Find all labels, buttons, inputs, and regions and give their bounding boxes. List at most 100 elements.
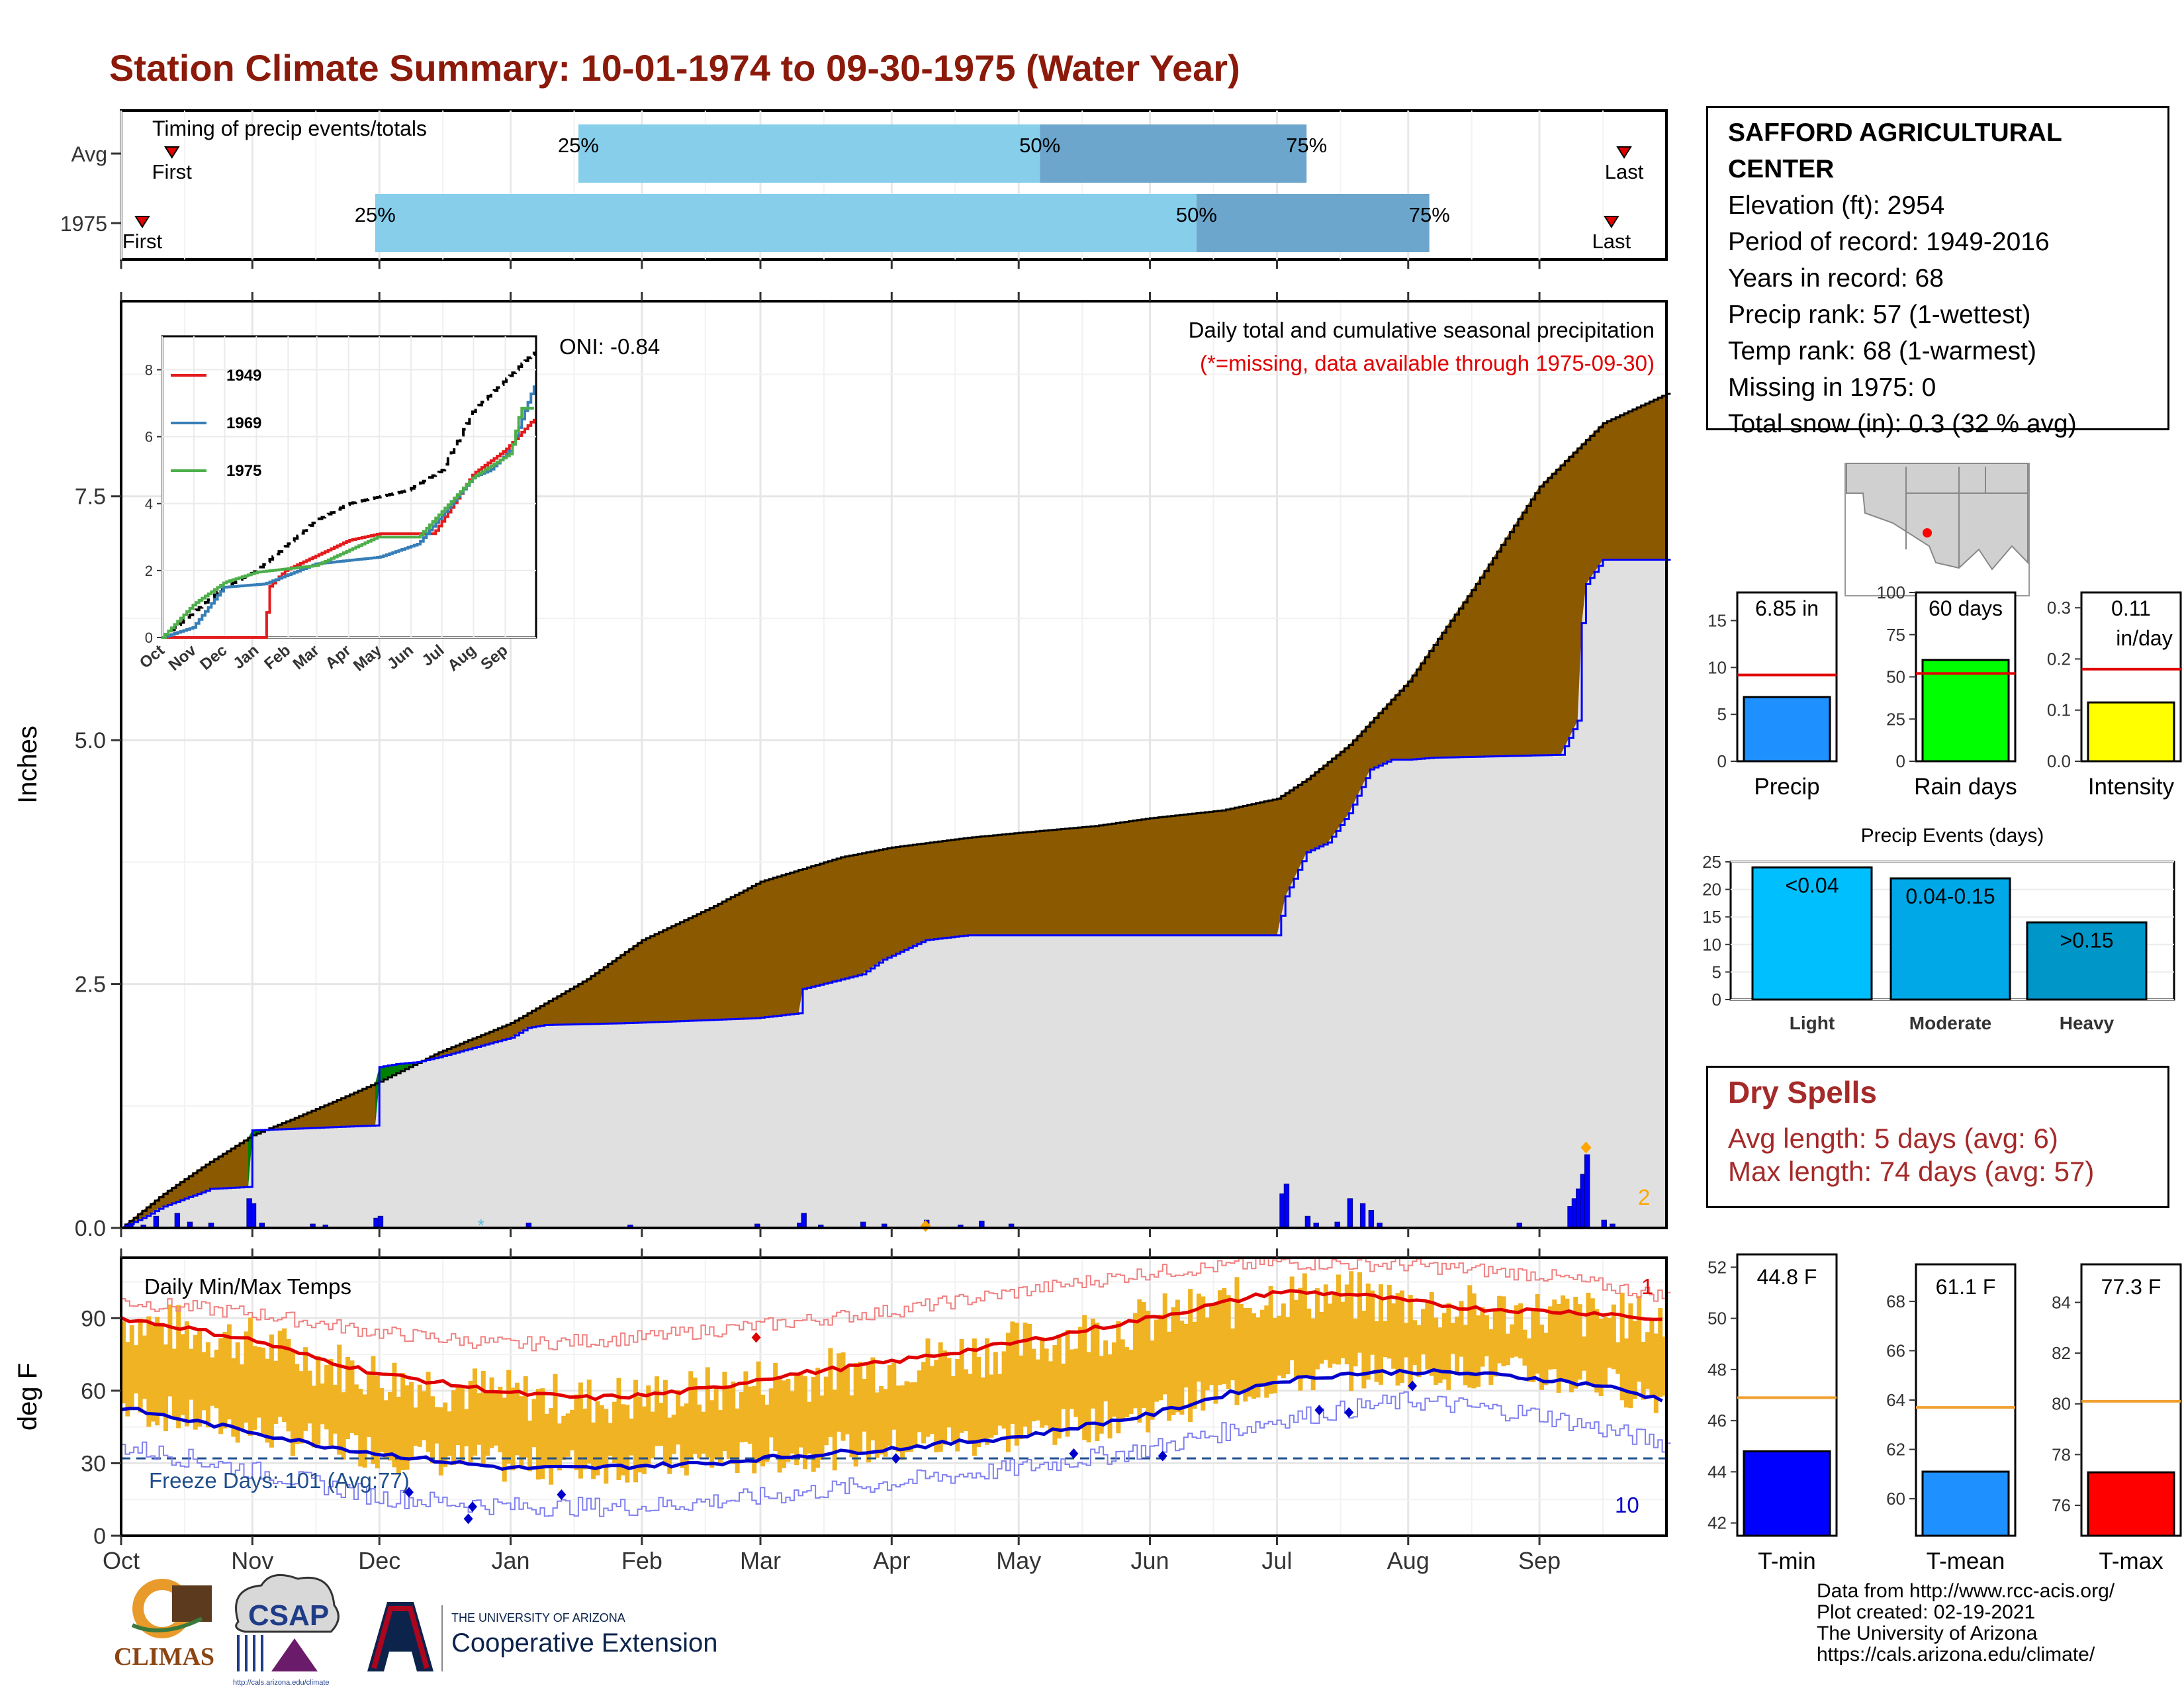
temp-bar-value: 44.8 F bbox=[1757, 1265, 1817, 1289]
daily-temp-bar bbox=[1649, 1319, 1655, 1395]
daily-temp-bar bbox=[171, 1348, 177, 1418]
inset-legend-label: 1949 bbox=[226, 367, 261, 385]
daily-temp-bar bbox=[1116, 1321, 1121, 1434]
station-years: Years in record: 68 bbox=[1728, 264, 1944, 293]
events-title: Precip Events (days) bbox=[1861, 825, 2044, 847]
daily-temp-bar bbox=[866, 1362, 871, 1463]
daily-temp-bar bbox=[286, 1338, 291, 1432]
daily-temp-bar bbox=[929, 1366, 934, 1434]
daily-temp-bar bbox=[265, 1358, 270, 1443]
daily-temp-bar bbox=[1031, 1348, 1036, 1422]
daily-temp-bar bbox=[739, 1392, 744, 1442]
daily-temp-bar bbox=[616, 1378, 621, 1480]
temp-title: Daily Min/Max Temps bbox=[144, 1274, 351, 1299]
record-min-count: 10 bbox=[1615, 1493, 1639, 1517]
timing-title: Timing of precip events/totals bbox=[152, 117, 427, 140]
daily-precip-bar bbox=[377, 1215, 384, 1229]
daily-temp-bar bbox=[1471, 1293, 1477, 1389]
daily-temp-bar bbox=[1111, 1342, 1116, 1417]
daily-temp-bar bbox=[1547, 1306, 1553, 1370]
daily-temp-bar bbox=[184, 1321, 189, 1427]
daily-temp-bar bbox=[718, 1410, 723, 1466]
daily-temp-bar bbox=[955, 1358, 960, 1452]
inset-ytick: 6 bbox=[145, 429, 153, 445]
station-temp-rank: Temp rank: 68 (1-warmest) bbox=[1728, 337, 2036, 365]
daily-temp-bar bbox=[345, 1356, 351, 1440]
temp-bar-ytick: 66 bbox=[1886, 1340, 1905, 1360]
daily-temp-bar bbox=[764, 1404, 770, 1462]
events-bar-text: <0.04 bbox=[1786, 873, 1839, 897]
summary-value-unit: in/day bbox=[2116, 626, 2172, 650]
daily-temp-bar bbox=[1510, 1324, 1515, 1358]
daily-temp-bar bbox=[1446, 1303, 1451, 1390]
daily-temp-bar bbox=[612, 1401, 617, 1464]
daily-temp-bar bbox=[777, 1377, 782, 1473]
daily-temp-bar bbox=[1611, 1304, 1616, 1370]
daily-temp-bar bbox=[828, 1348, 833, 1437]
temperature-bar-charts: 42 44 46 48 50 52 44.8 F T-min 60 62 64 66 68 61.1 F T… bbox=[1707, 1253, 2182, 1574]
daily-temp-bar bbox=[735, 1408, 740, 1474]
daily-temp-bar bbox=[578, 1382, 583, 1479]
daily-temp-bar bbox=[1628, 1303, 1633, 1409]
timing-bar-50-75 bbox=[1196, 194, 1430, 252]
daily-temp-bar bbox=[240, 1364, 245, 1431]
events-bar bbox=[1751, 866, 1873, 1001]
station-name: SAFFORD AGRICULTURAL CENTER bbox=[1728, 118, 2062, 183]
daily-temp-bar bbox=[155, 1317, 160, 1426]
events-ytick: 25 bbox=[1702, 852, 1721, 872]
daily-temp-bar bbox=[1539, 1325, 1545, 1390]
oni-label: ONI: -0.84 bbox=[559, 334, 660, 359]
daily-temp-bar bbox=[794, 1373, 799, 1466]
daily-temp-bar bbox=[786, 1379, 791, 1462]
daily-temp-bar bbox=[485, 1392, 490, 1456]
precip-ytick: 2.5 bbox=[75, 972, 106, 998]
daily-temp-bar bbox=[662, 1380, 668, 1467]
summary-ytick: 100 bbox=[1877, 583, 1905, 602]
daily-temp-bar bbox=[582, 1408, 588, 1470]
precip-title: Daily total and cumulative seasonal prec… bbox=[1189, 318, 1655, 342]
temp-bar-T-mean bbox=[1921, 1470, 2010, 1537]
temp-bar-ytick: 68 bbox=[1886, 1291, 1905, 1311]
daily-temp-bar bbox=[514, 1382, 520, 1456]
daily-temp-bar bbox=[502, 1397, 507, 1482]
precip-ylabel: Inches bbox=[13, 726, 42, 804]
daily-temp-bar bbox=[595, 1401, 600, 1476]
daily-temp-bar bbox=[1387, 1285, 1392, 1359]
daily-temp-bar bbox=[1035, 1359, 1040, 1421]
daily-temp-bar bbox=[942, 1350, 948, 1445]
daily-precip-bar bbox=[1359, 1203, 1366, 1229]
daily-temp-bar bbox=[1416, 1325, 1422, 1378]
daily-temp-bar bbox=[261, 1347, 266, 1434]
daily-temp-bar bbox=[870, 1357, 876, 1440]
daily-temp-bar bbox=[193, 1335, 198, 1430]
daily-temp-bar bbox=[129, 1325, 134, 1407]
daily-temp-bar bbox=[1044, 1348, 1049, 1426]
daily-temp-bar bbox=[244, 1331, 249, 1423]
daily-temp-bar bbox=[1565, 1298, 1570, 1383]
daily-temp-bar bbox=[430, 1396, 435, 1464]
daily-temp-bar bbox=[1238, 1303, 1244, 1391]
ua-small-text: THE UNIVERSITY OF ARIZONA bbox=[451, 1611, 625, 1624]
record-min-line bbox=[121, 1391, 1671, 1517]
daily-temp-bar bbox=[1010, 1321, 1015, 1425]
station-period: Period of record: 1949-2016 bbox=[1728, 228, 2050, 256]
daily-temp-bar bbox=[383, 1400, 388, 1458]
daily-temp-bar bbox=[1103, 1340, 1109, 1401]
daily-temp-bar bbox=[189, 1348, 194, 1400]
daily-precip-bar bbox=[1347, 1198, 1353, 1229]
daily-temp-bar bbox=[1158, 1315, 1163, 1401]
record-min-marker bbox=[1314, 1405, 1324, 1416]
daily-temp-bar bbox=[1192, 1321, 1197, 1409]
daily-temp-bar bbox=[908, 1382, 913, 1452]
daily-temp-bar bbox=[1653, 1333, 1659, 1413]
daily-temp-bar bbox=[1328, 1303, 1333, 1368]
daily-temp-bar bbox=[167, 1304, 173, 1397]
daily-temp-bar bbox=[938, 1342, 943, 1452]
daily-temp-bar bbox=[1429, 1292, 1434, 1376]
logos: CLIMAS CSAP http://cals.arizona.edu/clim… bbox=[114, 1573, 717, 1687]
daily-temp-bar bbox=[324, 1365, 330, 1430]
first-label: First bbox=[152, 160, 193, 183]
daily-temp-bar bbox=[1437, 1327, 1443, 1383]
average-max-line bbox=[120, 1289, 1662, 1401]
station-elevation: Elevation (ft): 2954 bbox=[1728, 191, 1945, 220]
